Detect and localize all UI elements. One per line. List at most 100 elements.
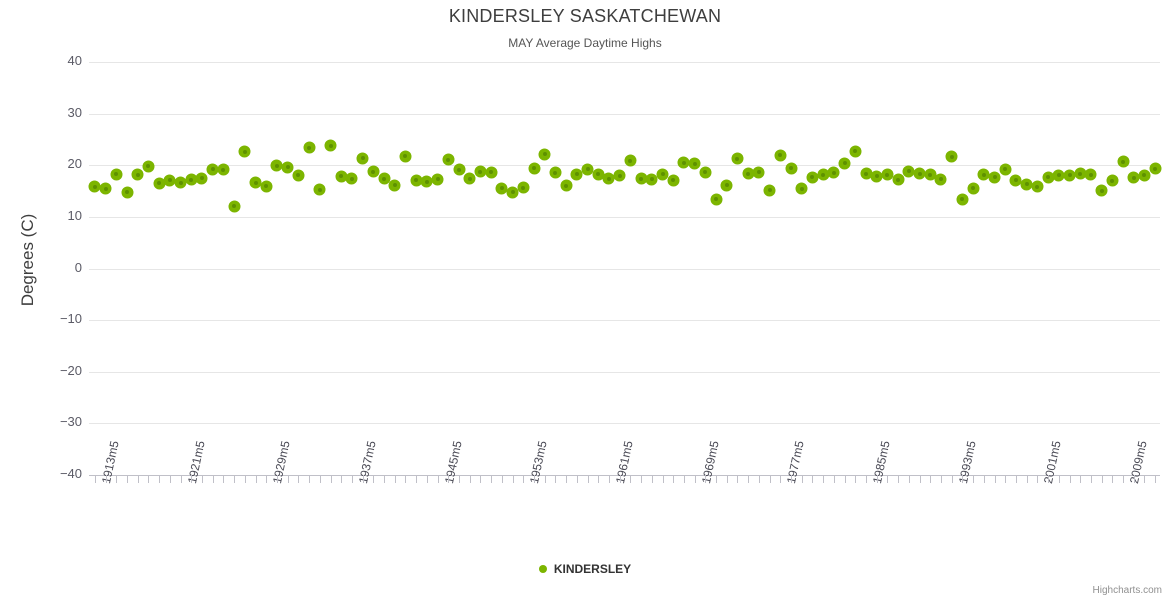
data-point[interactable] [358,153,368,163]
data-point[interactable] [925,170,935,180]
data-point[interactable] [101,184,111,194]
legend[interactable]: KINDERSLEY [0,562,1170,576]
data-point[interactable] [818,170,828,180]
data-point[interactable] [1097,186,1107,196]
data-point[interactable] [1032,182,1042,192]
data-point[interactable] [122,187,132,197]
data-point[interactable] [625,156,635,166]
data-point[interactable] [454,165,464,175]
data-point[interactable] [90,182,100,192]
data-point[interactable] [882,170,892,180]
data-point[interactable] [218,165,228,175]
data-point[interactable] [829,168,839,178]
data-point[interactable] [775,150,785,160]
data-point[interactable] [679,158,689,168]
data-point[interactable] [893,175,903,185]
data-point[interactable] [208,164,218,174]
data-point[interactable] [540,149,550,159]
data-point[interactable] [261,181,271,191]
data-point[interactable] [143,161,153,171]
data-point[interactable] [968,183,978,193]
data-point[interactable] [186,175,196,185]
data-point[interactable] [990,172,1000,182]
data-point[interactable] [508,187,518,197]
data-point[interactable] [1107,176,1117,186]
data-point[interactable] [797,184,807,194]
data-point[interactable] [347,174,357,184]
data-point[interactable] [604,174,614,184]
data-point[interactable] [1054,170,1064,180]
data-point[interactable] [583,164,593,174]
data-point[interactable] [465,174,475,184]
data-point[interactable] [550,168,560,178]
data-point[interactable] [379,174,389,184]
data-point[interactable] [133,170,143,180]
data-point[interactable] [1150,164,1160,174]
data-point[interactable] [1086,170,1096,180]
data-point[interactable] [979,170,989,180]
data-point[interactable] [165,175,175,185]
data-point[interactable] [765,185,775,195]
data-point[interactable] [904,166,914,176]
data-point[interactable] [176,178,186,188]
data-point[interactable] [722,180,732,190]
data-point[interactable] [1118,157,1128,167]
data-point[interactable] [475,167,485,177]
data-point[interactable] [1000,164,1010,174]
data-point[interactable] [615,171,625,181]
data-point[interactable] [315,185,325,194]
data-point[interactable] [326,141,335,151]
data-point[interactable] [422,177,432,187]
data-point[interactable] [368,167,378,177]
data-point[interactable] [304,143,314,153]
data-point[interactable] [390,180,400,190]
data-point[interactable] [572,169,582,179]
data-point[interactable] [840,158,850,168]
data-point[interactable] [518,183,528,193]
data-point[interactable] [400,151,410,161]
data-point[interactable] [154,178,164,188]
data-point[interactable] [411,175,421,185]
data-point[interactable] [229,201,239,211]
data-point[interactable] [936,174,946,184]
data-point[interactable] [593,169,603,179]
data-point[interactable] [700,167,710,177]
data-point[interactable] [732,154,742,164]
data-point[interactable] [668,175,678,185]
data-point[interactable] [240,147,250,157]
data-point[interactable] [486,167,496,177]
data-point[interactable] [283,162,293,172]
data-point[interactable] [915,169,925,178]
data-point[interactable] [658,169,668,179]
data-point[interactable] [861,169,871,178]
data-point[interactable] [1139,170,1149,180]
data-point[interactable] [529,163,539,173]
data-point[interactable] [561,181,571,191]
data-point[interactable] [754,167,764,177]
data-point[interactable] [690,159,700,169]
data-point[interactable] [111,169,121,179]
data-point[interactable] [711,194,721,204]
data-point[interactable] [786,163,796,173]
data-point[interactable] [251,178,261,188]
data-point[interactable] [1129,173,1139,183]
data-point[interactable] [197,173,207,183]
data-point[interactable] [872,171,882,181]
legend-item-label[interactable]: KINDERSLEY [553,562,632,576]
data-point[interactable] [1043,172,1053,182]
data-point[interactable] [1022,179,1032,189]
data-point[interactable] [1065,170,1074,180]
highcharts-credit[interactable]: Highcharts.com [1092,585,1162,596]
data-point[interactable] [272,161,282,171]
data-point[interactable] [850,146,860,156]
data-point[interactable] [647,174,657,184]
data-point[interactable] [336,171,346,181]
data-point[interactable] [443,155,453,165]
data-point[interactable] [807,172,817,182]
data-point[interactable] [1011,175,1021,185]
data-point[interactable] [433,174,443,184]
data-point[interactable] [497,183,507,193]
data-point[interactable] [947,152,957,162]
data-point[interactable] [293,170,303,180]
data-point[interactable] [636,174,646,184]
